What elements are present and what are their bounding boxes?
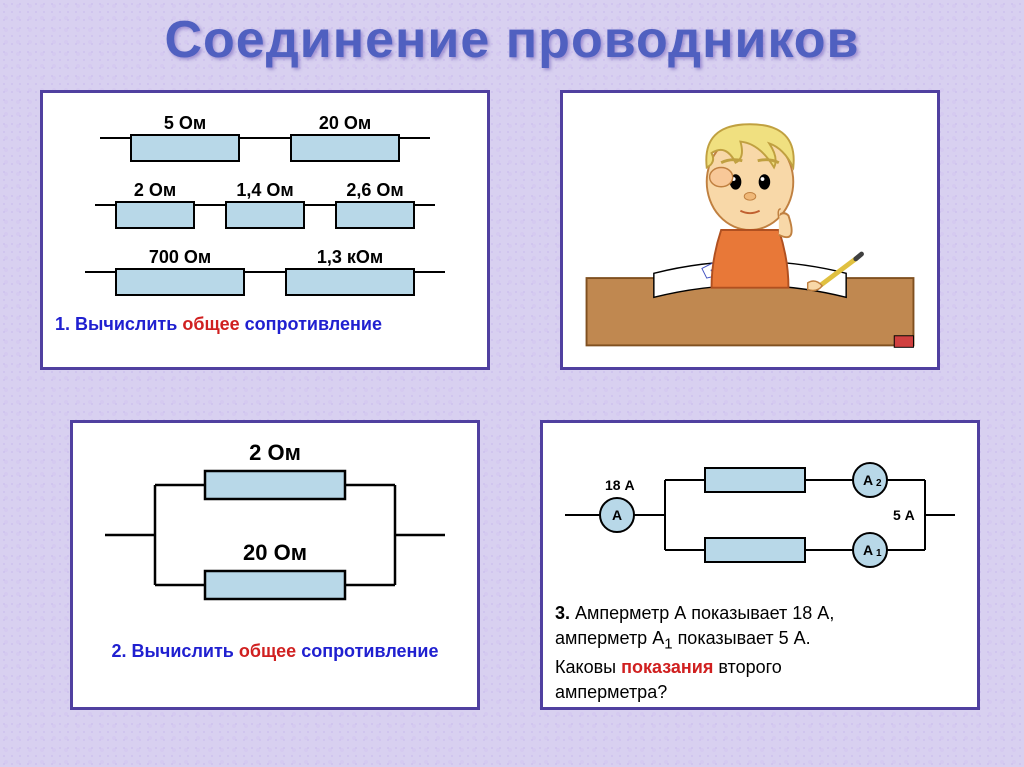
resistor	[205, 571, 345, 599]
resistor-label: 20 Ом	[319, 113, 371, 134]
series-circuit-2: 2 Ом 1,4 Ом 2,6 Ом	[55, 180, 475, 229]
panel-parallel-resistors: 2 Ом 20 Ом 2. Вычислить общее сопротивле…	[70, 420, 480, 710]
question-3: 3. Амперметр А показывает 18 А, ампермет…	[555, 601, 965, 705]
resistor	[290, 134, 400, 162]
question-2: 2. Вычислить общее сопротивление	[85, 641, 465, 662]
resistor	[225, 201, 305, 229]
resistor	[705, 538, 805, 562]
student-cartoon-icon	[575, 105, 925, 355]
resistor-label: 2 Ом	[249, 440, 301, 465]
panel-series-resistors: 5 Ом 20 Ом 2 Ом 1,4 Ом 2	[40, 90, 490, 370]
resistor	[115, 201, 195, 229]
resistor	[130, 134, 240, 162]
svg-text:А: А	[863, 542, 873, 558]
resistor	[205, 471, 345, 499]
parallel-circuit-diagram: 2 Ом 20 Ом	[85, 435, 465, 635]
resistor	[705, 468, 805, 492]
resistor-label: 700 Ом	[149, 247, 211, 268]
panel-illustration	[560, 90, 940, 370]
resistor	[285, 268, 415, 296]
resistor-label: 1,4 Ом	[236, 180, 293, 201]
ammeter-circuit-diagram: А 18 А А 2 А 1 5 А	[555, 435, 965, 595]
series-circuit-3: 700 Ом 1,3 кОм	[55, 247, 475, 296]
resistor-label: 1,3 кОм	[317, 247, 383, 268]
series-circuit-1: 5 Ом 20 Ом	[55, 113, 475, 162]
svg-text:А: А	[863, 472, 873, 488]
panel-ammeter-circuit: А 18 А А 2 А 1 5 А 3. Амперметр А показы…	[540, 420, 980, 710]
resistor-label: 2,6 Ом	[346, 180, 403, 201]
ammeter-reading: 5 А	[893, 507, 915, 523]
svg-text:1: 1	[876, 548, 882, 559]
resistor-label: 2 Ом	[134, 180, 176, 201]
svg-text:2: 2	[876, 478, 882, 489]
resistor	[335, 201, 415, 229]
page-title: Соединение проводников	[0, 0, 1024, 70]
resistor	[115, 268, 245, 296]
resistor-label: 20 Ом	[243, 540, 307, 565]
ammeter-reading: 18 А	[605, 477, 635, 493]
svg-text:А: А	[612, 507, 622, 523]
question-1: 1. Вычислить общее сопротивление	[55, 314, 475, 335]
resistor-label: 5 Ом	[164, 113, 206, 134]
